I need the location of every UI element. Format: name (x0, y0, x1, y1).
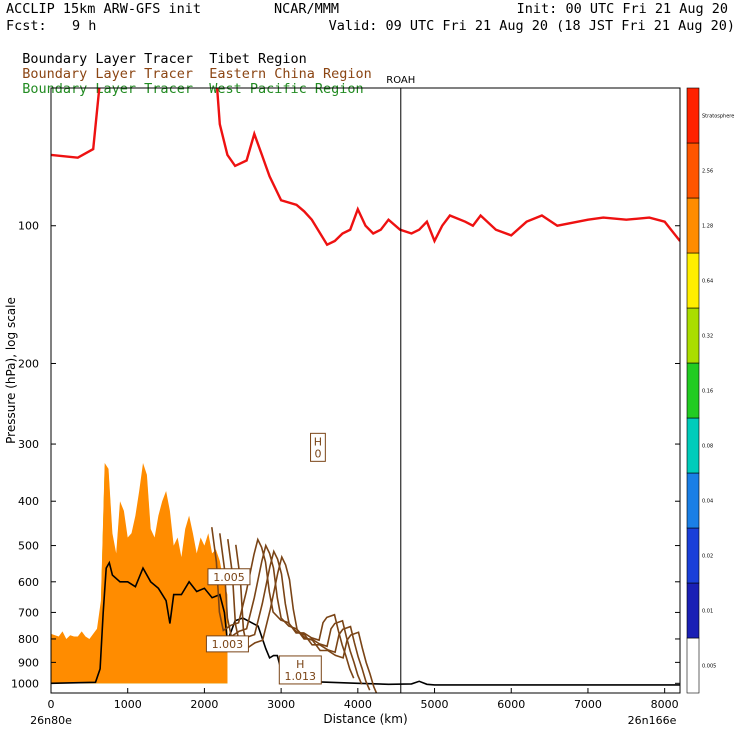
colorbar-label: 1.28 (702, 224, 713, 230)
valid-time: Valid: 09 UTC Fri 21 Aug 20 (18 JST Fri … (328, 18, 735, 34)
colorbar-label: 0.01 (702, 609, 713, 615)
x-tick-label: 1000 (114, 698, 142, 711)
colorbar-label: 0.04 (702, 499, 713, 505)
plot-frame (50, 87, 681, 694)
x-tick-label: 4000 (344, 698, 372, 711)
x-tick-label: 2000 (190, 698, 218, 711)
colorbar-segment-9 (686, 142, 700, 199)
x-tick-label: 0 (48, 698, 55, 711)
annotation-box-2 (205, 635, 249, 653)
colorbar-label: 0.02 (702, 554, 713, 560)
y-tick-label: 900 (18, 656, 39, 669)
colorbar-label: Stratosphere (702, 114, 734, 120)
x-tick-label: 5000 (421, 698, 449, 711)
x-tick-label: 3000 (267, 698, 295, 711)
fcst-value: 9 h (72, 18, 97, 34)
x-end-label: 26n166e (628, 714, 677, 727)
colorbar-segment-4 (686, 417, 700, 474)
title-center: NCAR/MMM (274, 1, 340, 17)
legend-line-tibet: Boundary Layer Tracer Tibet Region (6, 35, 307, 67)
legend-tracer: Boundary Layer Tracer (22, 66, 193, 82)
y-tick-label: 300 (18, 438, 39, 451)
x-tick-label: 8000 (651, 698, 679, 711)
annotation-text-3-0: H (296, 658, 304, 671)
colorbar-segment-8 (686, 197, 700, 254)
y-tick-label: 100 (18, 220, 39, 233)
y-tick-label: 700 (18, 606, 39, 619)
annotation-box-0 (310, 432, 326, 462)
china-tracer-contour-0 (219, 533, 363, 685)
legend-region: Eastern China Region (209, 66, 372, 82)
colorbar-label: 0.16 (702, 389, 713, 395)
init-time: Init: 00 UTC Fri 21 Aug 20 (516, 1, 728, 17)
x-tick-label: 6000 (497, 698, 525, 711)
x-axis-label: Distance (km) (323, 712, 407, 726)
colorbar-segment-10 (686, 87, 700, 144)
y-tick-label: 200 (18, 357, 39, 370)
x-tick-label: 7000 (574, 698, 602, 711)
colorbar-segment-5 (686, 362, 700, 419)
colorbar-segment-7 (686, 252, 700, 309)
legend-region: Tibet Region (209, 51, 307, 67)
colorbar-label: 2.56 (702, 169, 713, 175)
annotation-text-3-1: 1.013 (285, 670, 317, 683)
annotation-box-3 (278, 655, 322, 685)
tropopause-line (51, 88, 680, 247)
annotation-text-2-0: 1.003 (212, 638, 244, 651)
title-left: ACCLIP 15km ARW-GFS init (6, 1, 202, 17)
annotation-box-1 (207, 568, 251, 586)
y-axis-label: Pressure (hPa), log scale (4, 297, 18, 444)
y-tick-label: 500 (18, 540, 39, 553)
legend-line-china: Boundary Layer Tracer Eastern China Regi… (6, 50, 372, 82)
annotation-text-1-0: 1.005 (213, 571, 245, 584)
colorbar-label: 0.32 (702, 334, 713, 340)
colorbar-segment-2 (686, 527, 700, 584)
plume-core (51, 502, 228, 684)
marker-label: ROAH (386, 75, 415, 86)
colorbar-label: 0.64 (702, 279, 713, 285)
colorbar-segment-3 (686, 472, 700, 529)
y-tick-label: 800 (18, 633, 39, 646)
fcst-label: Fcst: (6, 18, 47, 34)
colorbar-label: 0.005 (702, 664, 716, 670)
legend-region: West Pacific Region (209, 81, 364, 97)
tibet-tracer-line (51, 560, 680, 686)
colorbar-segment-1 (686, 582, 700, 639)
colorbar-segment-6 (686, 307, 700, 364)
y-tick-label: 600 (18, 576, 39, 589)
legend-tracer: Boundary Layer Tracer (22, 51, 193, 67)
legend-tracer: Boundary Layer Tracer (22, 81, 193, 97)
y-tick-label: 1000 (11, 677, 39, 690)
x-start-label: 26n80e (30, 714, 72, 727)
colorbar-label: 0.08 (702, 444, 713, 450)
china-tracer-contour-3 (235, 544, 378, 693)
china-tracer-contour-2 (211, 527, 355, 679)
y-tick-label: 400 (18, 495, 39, 508)
china-tracer-contour-1 (227, 538, 371, 691)
annotation-text-0-1: 0 (314, 447, 321, 460)
colorbar-segment-0 (686, 637, 700, 694)
annotation-text-0-0: H (314, 435, 322, 448)
legend-line-pacific: Boundary Layer Tracer West Pacific Regio… (6, 65, 364, 97)
